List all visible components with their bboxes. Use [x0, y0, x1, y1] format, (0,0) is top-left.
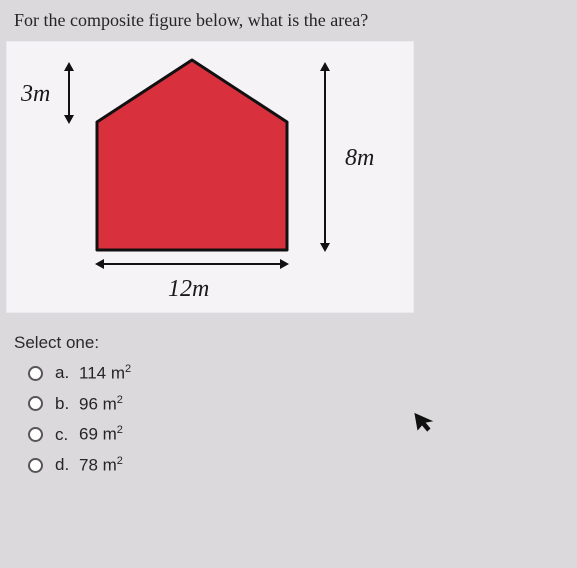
cursor-icon [413, 408, 440, 439]
options-list: a.114 m2b.96 m2c.69 m2d.78 m2 [28, 363, 577, 476]
radio-icon[interactable] [28, 366, 43, 381]
option-a[interactable]: a.114 m2 [28, 363, 577, 384]
option-letter: d. [55, 455, 79, 475]
option-letter: a. [55, 363, 79, 383]
option-text: 78 m2 [79, 455, 123, 476]
option-text: 114 m2 [79, 363, 131, 384]
option-c[interactable]: c.69 m2 [28, 424, 577, 445]
option-letter: c. [55, 425, 79, 445]
option-text: 96 m2 [79, 394, 123, 415]
option-d[interactable]: d.78 m2 [28, 455, 577, 476]
svg-text:3m: 3m [20, 81, 50, 107]
select-one-label: Select one: [14, 333, 577, 353]
radio-icon[interactable] [28, 458, 43, 473]
question-text: For the composite figure below, what is … [0, 0, 577, 37]
svg-text:12m: 12m [168, 276, 209, 302]
option-letter: b. [55, 394, 79, 414]
svg-text:8m: 8m [345, 145, 374, 171]
figure-panel: 3m 8m 12m [6, 41, 414, 313]
radio-icon[interactable] [28, 427, 43, 442]
radio-icon[interactable] [28, 396, 43, 411]
option-b[interactable]: b.96 m2 [28, 394, 577, 415]
composite-figure-svg: 3m 8m 12m [7, 42, 415, 314]
option-text: 69 m2 [79, 424, 123, 445]
